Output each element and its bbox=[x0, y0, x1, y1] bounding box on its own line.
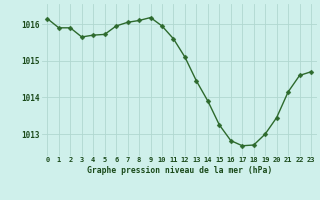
X-axis label: Graphe pression niveau de la mer (hPa): Graphe pression niveau de la mer (hPa) bbox=[87, 166, 272, 175]
